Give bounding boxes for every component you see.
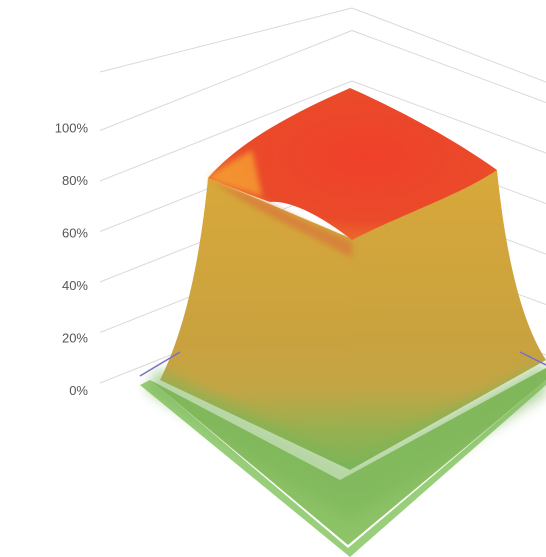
surface-wall-fade bbox=[145, 360, 546, 520]
surface-wall-right bbox=[350, 170, 546, 470]
surface-corner-highlight bbox=[208, 150, 262, 196]
z-tick-label: 0% bbox=[69, 383, 88, 398]
grid-line-right-5 bbox=[351, 30, 546, 103]
surface-peak bbox=[208, 88, 497, 240]
grid-line-left-5 bbox=[99, 30, 353, 131]
z-tick-label: 40% bbox=[62, 278, 88, 293]
grid-line-top-0 bbox=[99, 7, 353, 73]
surface-peak-rim bbox=[210, 180, 352, 258]
z-tick-label: 60% bbox=[62, 226, 88, 241]
x-axis-line bbox=[139, 351, 181, 377]
grid-line-left-4 bbox=[99, 80, 353, 182]
z-tick-label: 100% bbox=[55, 121, 89, 136]
grid-line-right-4 bbox=[351, 80, 546, 154]
z-tick-label: 20% bbox=[62, 331, 88, 346]
grid-line-top-1 bbox=[351, 7, 546, 83]
z-tick-label: 80% bbox=[62, 173, 88, 188]
y-axis-line bbox=[519, 351, 546, 366]
z-axis-tick-labels: 0% 20% 40% 60% 80% 100% bbox=[55, 121, 89, 399]
